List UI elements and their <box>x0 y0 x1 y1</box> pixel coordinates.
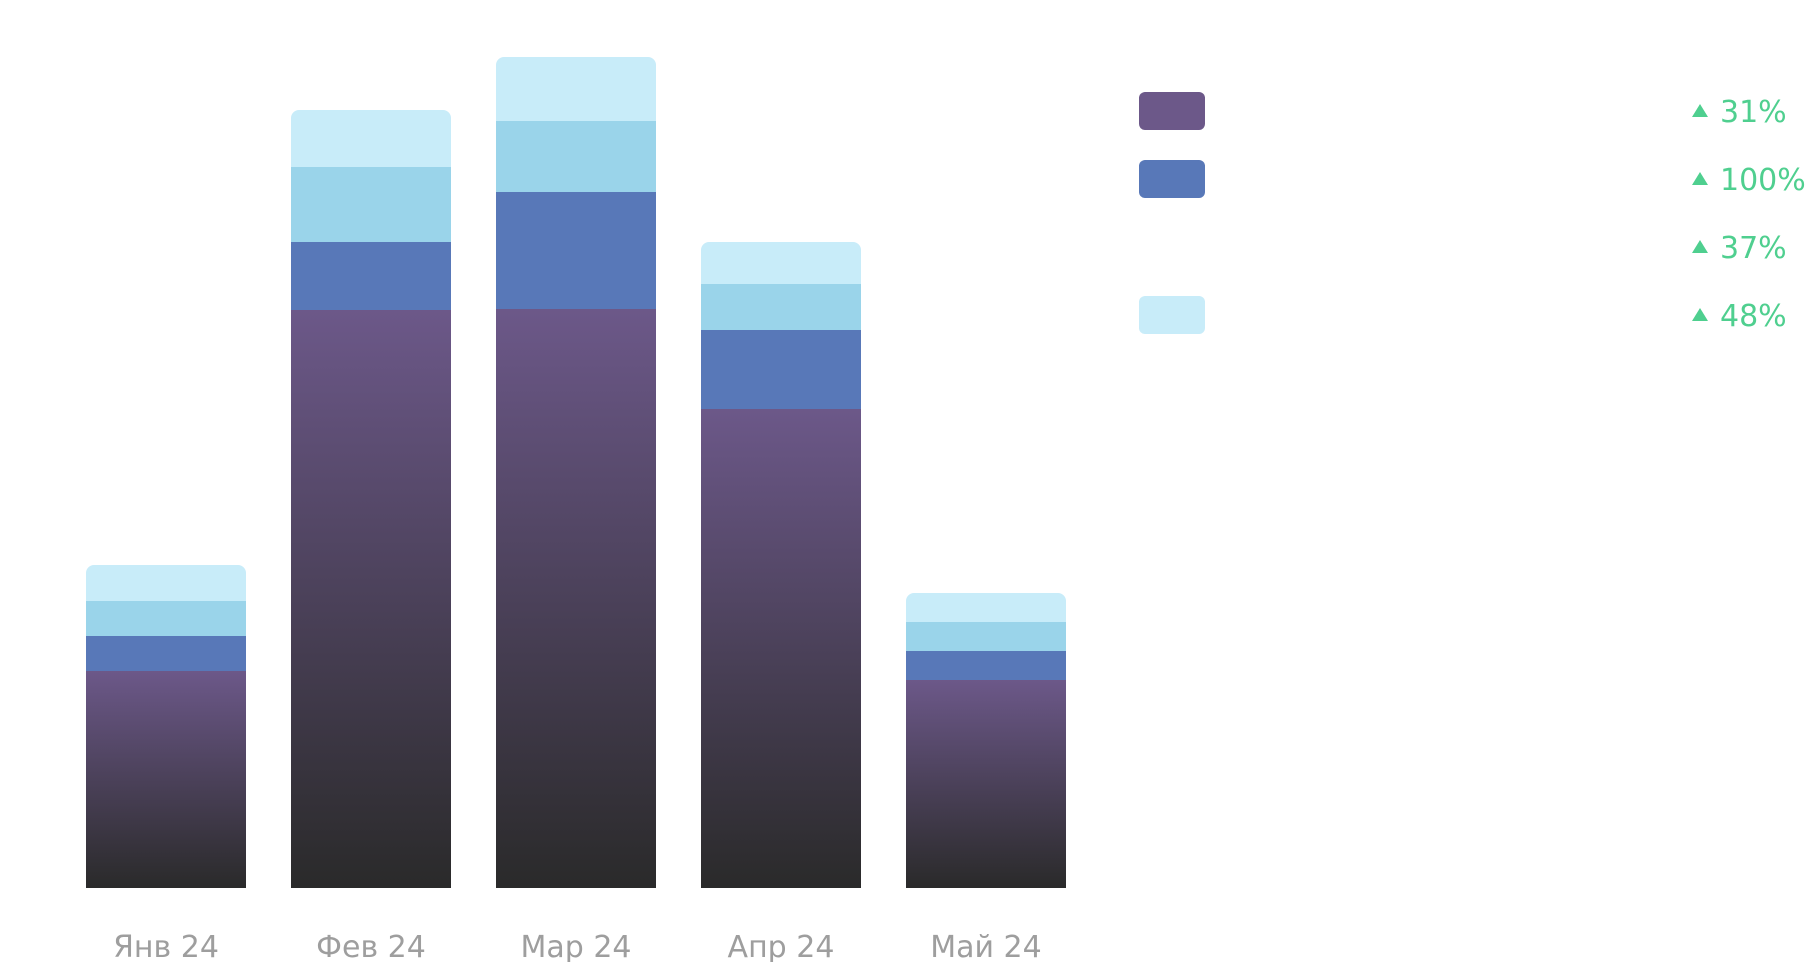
legend-swatch <box>1139 296 1205 334</box>
bar-segment-s2-c1 <box>86 636 246 671</box>
bar-group-1 <box>86 565 246 888</box>
x-tick-label: Мар 24 <box>520 930 631 962</box>
triangle-up-icon <box>1692 240 1708 253</box>
legend-change-value: 31% <box>1720 95 1787 130</box>
bar-group-3 <box>496 57 656 888</box>
bar-segment-s4-c4 <box>701 242 861 284</box>
x-axis-labels: Янв 24 Фев 24 Мар 24 Апр 24 Май 24 <box>113 930 1042 962</box>
legend-change-value: 100% <box>1720 163 1806 198</box>
bar-segment-s2-c2 <box>291 242 451 310</box>
x-tick-label: Май 24 <box>930 930 1041 962</box>
bar-segment-s1-c5 <box>906 680 1066 888</box>
bar-segment-s1-c3 <box>496 309 656 888</box>
bar-group-4 <box>701 242 861 888</box>
legend-row-1: 31% <box>1139 92 1787 130</box>
legend-swatch <box>1139 92 1205 130</box>
legend-change-value: 37% <box>1720 231 1787 266</box>
bar-segment-s4-c5 <box>906 593 1066 622</box>
bar-segment-s2-c4 <box>701 330 861 409</box>
bar-segment-s3-c2 <box>291 167 451 242</box>
bar-segment-s3-c1 <box>86 601 246 636</box>
bar-segment-s3-c5 <box>906 622 1066 651</box>
bar-segment-s4-c3 <box>496 57 656 121</box>
legend-change-value: 48% <box>1720 299 1787 334</box>
bar-segment-s1-c4 <box>701 409 861 888</box>
bar-segment-s3-c3 <box>496 121 656 192</box>
legend-row-2: 100% <box>1139 160 1806 198</box>
x-tick-label: Апр 24 <box>728 930 835 962</box>
triangle-up-icon <box>1692 104 1708 117</box>
triangle-up-icon <box>1692 172 1708 185</box>
bar-segment-s4-c2 <box>291 110 451 167</box>
legend-row-4: 48% <box>1139 296 1787 334</box>
legend-row-3: 37% <box>1692 231 1787 266</box>
bar-segment-s1-c2 <box>291 310 451 888</box>
legend: 31% 100% 37% 48% <box>1139 92 1806 334</box>
triangle-up-icon <box>1692 308 1708 321</box>
bar-segment-s3-c4 <box>701 284 861 330</box>
x-tick-label: Янв 24 <box>113 930 219 962</box>
bars-layer <box>86 57 1066 888</box>
bar-segment-s2-c3 <box>496 192 656 309</box>
bar-group-5 <box>906 593 1066 888</box>
bar-segment-s2-c5 <box>906 651 1066 680</box>
bar-segment-s4-c1 <box>86 565 246 601</box>
bar-group-2 <box>291 110 451 888</box>
bar-segment-s1-c1 <box>86 671 246 888</box>
legend-swatch <box>1139 160 1205 198</box>
x-tick-label: Фев 24 <box>316 930 426 962</box>
